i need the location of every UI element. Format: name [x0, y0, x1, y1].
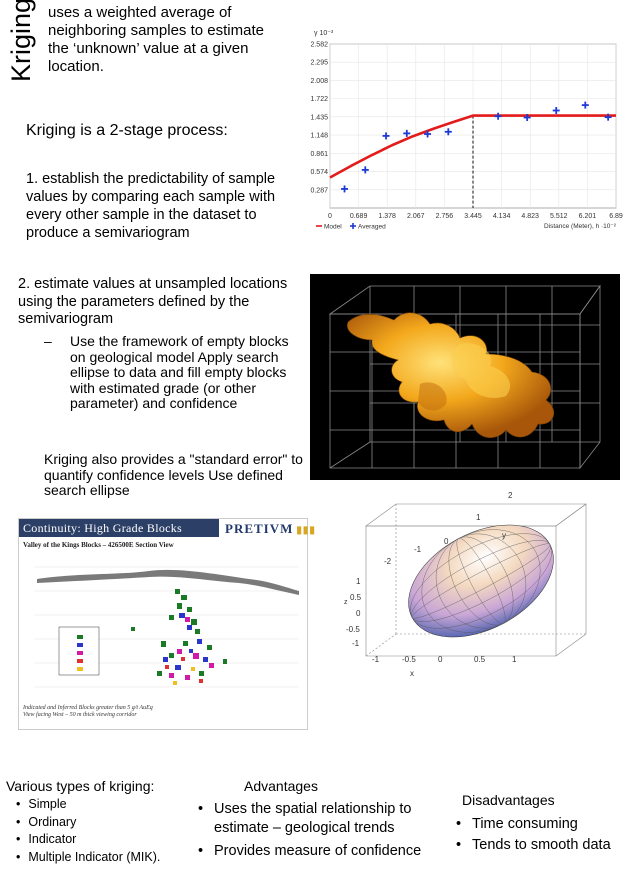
svg-text:-2: -2 [384, 557, 392, 566]
y-tick-label: 0.861 [310, 151, 328, 158]
svg-text:0: 0 [438, 655, 443, 664]
list-item: Time consuming [456, 814, 611, 835]
x-tick-label: 2.067 [407, 213, 425, 220]
advantages-title: Advantages [244, 778, 318, 794]
averaged-data-point [361, 166, 369, 174]
svg-text:z: z [344, 599, 348, 606]
x-tick-label: 6.201 [579, 213, 597, 220]
y-tick-label: 1.722 [310, 96, 328, 103]
y-tick-label: 1.148 [310, 133, 328, 140]
legend-model-label: Model [324, 224, 342, 231]
kriging-vertical-title: Kriging [6, 0, 36, 82]
svg-text:x: x [410, 669, 414, 678]
semivariogram-svg: 2.582 2.295 2.008 1.722 1.435 1.148 0.861 0.574… [310, 30, 623, 231]
list-item: Ordinary [16, 814, 160, 832]
svg-text:0.5: 0.5 [474, 655, 486, 664]
types-list: Simple Ordinary Indicator Multiple Indic… [16, 796, 160, 866]
stage-title: Kriging is a 2-stage process: [26, 122, 228, 139]
svg-text:1: 1 [476, 513, 481, 522]
logo-bars-icon: ▮▮▮ [296, 525, 316, 536]
y-tick-label: 2.008 [310, 78, 328, 85]
list-item: Provides measure of confidence [198, 842, 458, 861]
disadvantages-list: Time consuming Tends to smooth data [456, 814, 611, 856]
svg-text:-1: -1 [372, 655, 380, 664]
y-tick-label: 0.287 [310, 187, 328, 194]
figure-subtitle: Valley of the Kings Blocks – 426500E Sec… [23, 541, 174, 549]
standard-error-text: Kriging also provides a "standard error"… [44, 451, 303, 498]
list-item: Multiple Indicator (MIK). [16, 849, 160, 867]
averaged-data-point [552, 107, 560, 115]
high-grade-blocks-figure: Continuity: High Grade Blocks PRETIVM ▮▮▮… [18, 518, 315, 730]
intro-text: uses a weighted average of neighboring s… [48, 4, 264, 75]
averaged-data-point [444, 128, 452, 136]
disadvantages-title: Disadvantages [462, 792, 555, 808]
ellipsoid-svg: 21y 0-1-2 10.5z0 -0.5-1 -1 -0.5 0 0.5 1 x [344, 491, 587, 678]
svg-text:-1: -1 [352, 639, 360, 648]
model-series-line [329, 114, 616, 179]
averaged-data-point [604, 113, 612, 121]
types-title: Various types of kriging: [6, 778, 155, 794]
y-axis-label: γ 10⁻³ [314, 30, 334, 37]
x-tick-label: 1.378 [378, 213, 396, 220]
figure-footer: Indicated and Inferred Blocks greater th… [23, 705, 153, 719]
averaged-data-point [494, 112, 502, 120]
svg-text:-0.5: -0.5 [346, 625, 360, 634]
x-tick-label: 6.89 [609, 213, 623, 220]
y-tick-label: 1.435 [310, 114, 328, 121]
step1-text: 1. establish the predictability of sampl… [26, 171, 276, 241]
averaged-data-point [523, 113, 531, 121]
list-item: Simple [16, 796, 160, 814]
figure-banner: Continuity: High Grade Blocks [19, 519, 219, 537]
advantages-list: Uses the spatial relationship to estimat… [198, 800, 458, 865]
x-tick-label: 2.756 [436, 213, 454, 220]
list-item: Indicator [16, 831, 160, 849]
pretivm-logo: PRETIVM ▮▮▮ [225, 521, 316, 536]
step2-subpoint: – Use the framework of empty blocks on g… [44, 333, 306, 412]
averaged-data-point [382, 132, 390, 140]
x-tick-label: 3.445 [464, 213, 482, 220]
x-tick-label: 4.823 [521, 213, 539, 220]
figure-footer-line1: Indicated and Inferred Blocks greater th… [23, 705, 153, 711]
averaged-data-point [341, 185, 349, 193]
semivariogram-chart: 2.582 2.295 2.008 1.722 1.435 1.148 0.861 0.574… [306, 26, 624, 236]
svg-text:0: 0 [356, 609, 361, 618]
x-tick-label: 5.512 [550, 213, 568, 220]
svg-text:-0.5: -0.5 [402, 655, 416, 664]
step2-text: 2. estimate values at unsampled location… [18, 276, 288, 327]
y-tick-label: 2.295 [310, 60, 328, 67]
svg-text:0: 0 [444, 537, 449, 546]
svg-text:y: y [502, 531, 506, 540]
section-view-svg [35, 566, 299, 688]
svg-text:2: 2 [508, 491, 513, 500]
svg-text:0.5: 0.5 [350, 593, 362, 602]
3d-block-model-image [310, 274, 620, 480]
block-model-svg [328, 284, 601, 470]
svg-text:1: 1 [512, 655, 517, 664]
list-item: Uses the spatial relationship to estimat… [198, 800, 458, 838]
averaged-data-point [424, 130, 432, 138]
y-tick-label: 2.582 [310, 42, 328, 49]
dash-marker: – [44, 333, 52, 349]
svg-text:1: 1 [356, 577, 361, 586]
averaged-data-point [581, 101, 589, 109]
y-tick-label: 0.574 [310, 169, 328, 176]
step2-subpoint-text: Use the framework of empty blocks on geo… [70, 333, 289, 411]
legend-averaged-label: Averaged [358, 224, 386, 231]
x-axis-label: Distance (Meter), h ·10⁻² [544, 223, 617, 230]
svg-text:-1: -1 [414, 545, 422, 554]
list-item: Tends to smooth data [456, 835, 611, 856]
x-tick-label: 4.134 [493, 213, 511, 220]
figure-footer-line2: View facing West – 50 m thick viewing co… [23, 712, 137, 718]
x-tick-label: 0 [328, 213, 332, 220]
x-tick-label: 0.689 [350, 213, 368, 220]
averaged-data-point [403, 129, 411, 137]
